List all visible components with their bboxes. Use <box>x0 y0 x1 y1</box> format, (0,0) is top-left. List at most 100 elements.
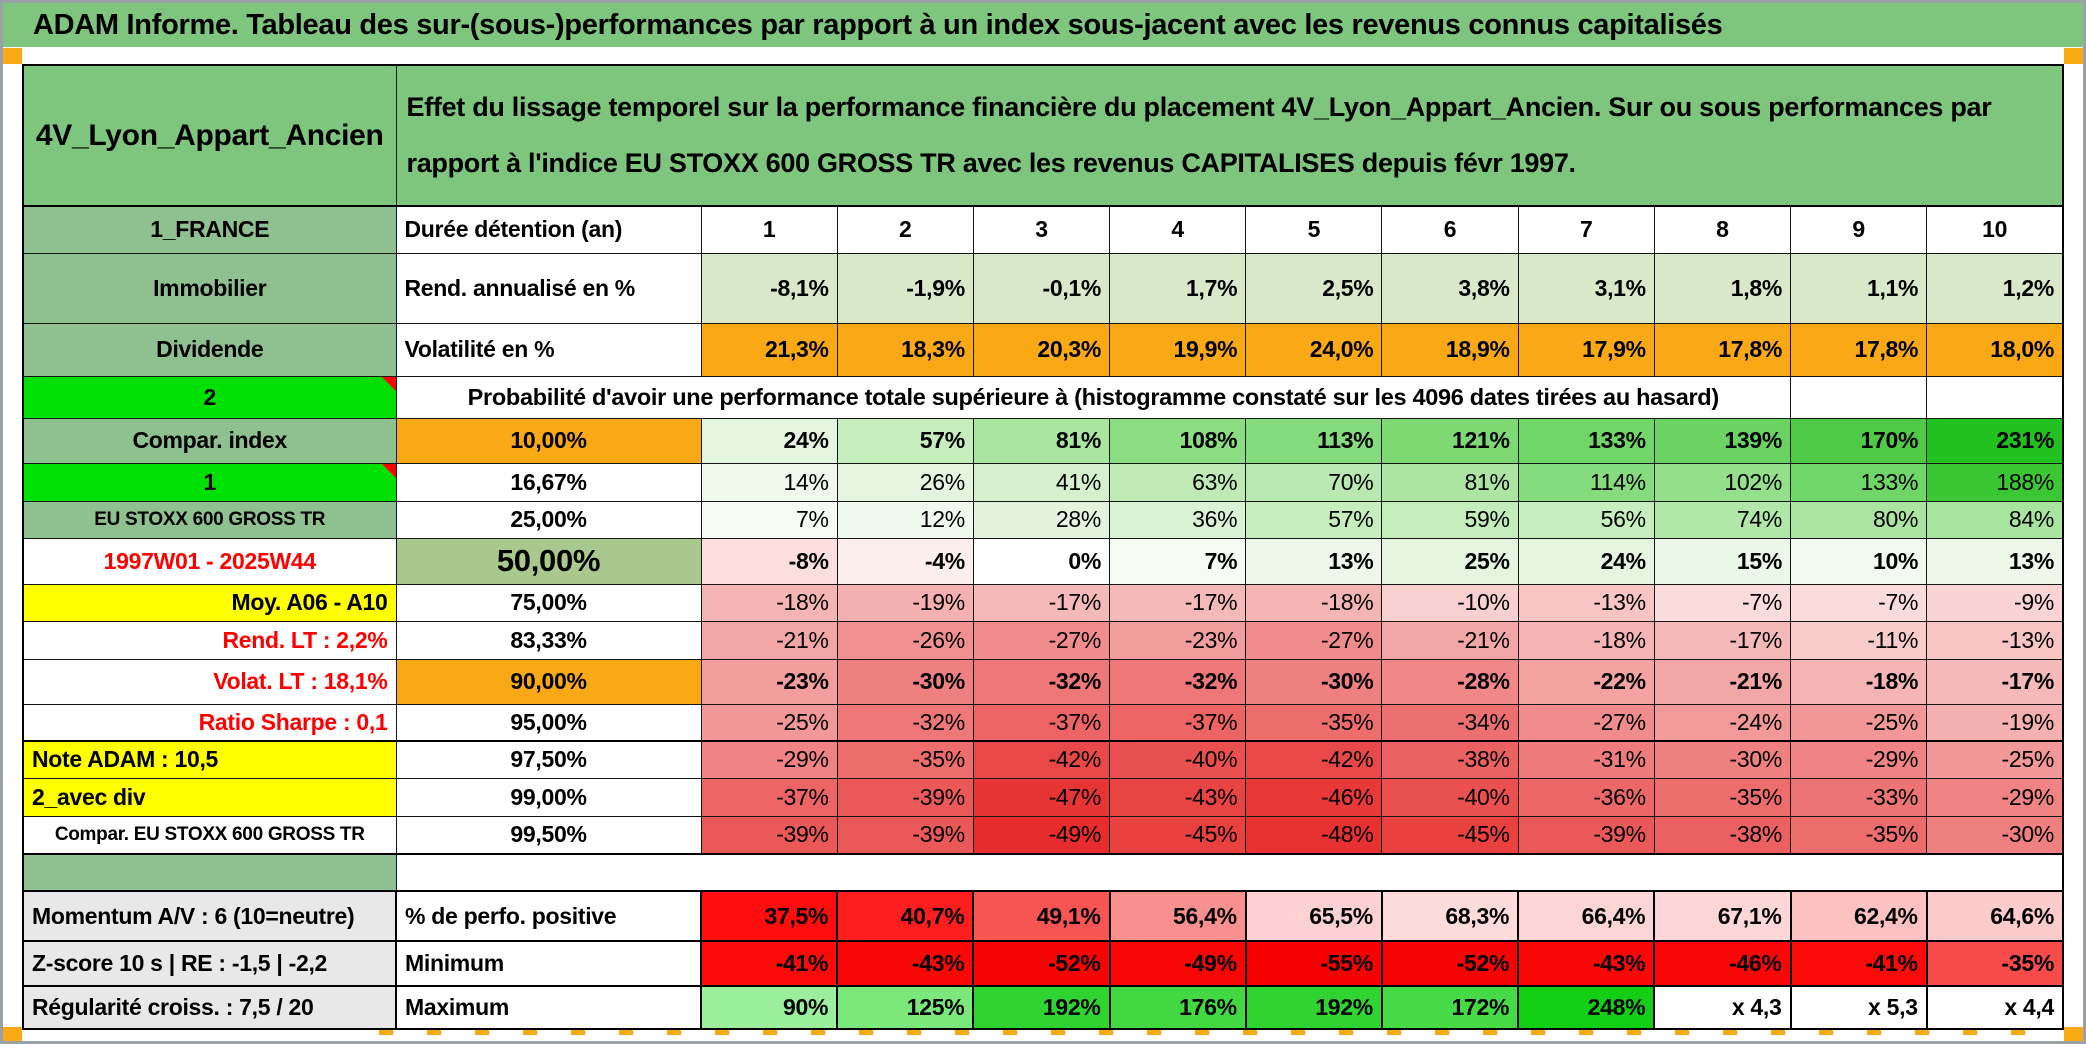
data-cell[interactable]: 21,3% <box>700 322 838 377</box>
data-cell[interactable]: 6 <box>1381 205 1519 254</box>
data-cell[interactable]: -7% <box>1789 583 1928 622</box>
data-cell[interactable]: 20,3% <box>972 322 1111 377</box>
data-cell[interactable]: 1,8% <box>1653 252 1792 324</box>
spacer-cell[interactable] <box>396 854 2063 891</box>
data-cell[interactable]: 2,5% <box>1245 252 1383 324</box>
data-cell[interactable]: 172% <box>1380 985 1520 1030</box>
row-label-cell[interactable]: 1 <box>22 462 397 502</box>
data-cell[interactable]: -28% <box>1381 658 1519 705</box>
data-cell[interactable]: -37% <box>1109 703 1247 742</box>
row-label-cell[interactable]: Momentum A/V : 6 (10=neutre) <box>22 890 397 942</box>
data-cell[interactable]: 65,5% <box>1244 890 1383 942</box>
data-cell[interactable]: -52% <box>1380 940 1520 987</box>
data-cell[interactable]: -29% <box>1926 777 2064 817</box>
data-cell[interactable]: 40,7% <box>836 890 975 942</box>
data-cell[interactable]: -40% <box>1109 740 1247 779</box>
data-cell[interactable]: -13% <box>1926 620 2064 660</box>
metric-label-cell[interactable]: 10,00% <box>395 417 702 464</box>
data-cell[interactable]: 57% <box>836 417 974 464</box>
row-label-cell[interactable]: Compar. index <box>22 417 397 464</box>
data-cell[interactable]: 10 <box>1926 205 2064 254</box>
data-cell[interactable]: 9 <box>1789 205 1928 254</box>
data-cell[interactable]: -19% <box>836 583 974 622</box>
data-cell[interactable]: x 4,3 <box>1653 985 1792 1030</box>
metric-label-cell[interactable]: 25,00% <box>395 500 702 539</box>
data-cell[interactable]: -34% <box>1381 703 1519 742</box>
row-label-cell[interactable]: Note ADAM : 10,5 <box>22 740 397 779</box>
data-cell[interactable]: -30% <box>1653 740 1792 779</box>
metric-label-cell[interactable]: Minimum <box>395 940 702 987</box>
data-cell[interactable]: 2 <box>836 205 974 254</box>
data-cell[interactable]: -24% <box>1653 703 1792 742</box>
data-cell[interactable]: -43% <box>836 940 975 987</box>
data-cell[interactable]: 114% <box>1517 462 1655 502</box>
data-cell[interactable]: 1,7% <box>1109 252 1247 324</box>
data-cell[interactable]: -23% <box>1109 620 1247 660</box>
data-cell[interactable]: 7% <box>700 500 838 539</box>
data-cell[interactable]: 67,1% <box>1653 890 1792 942</box>
data-cell[interactable]: -45% <box>1109 815 1247 855</box>
data-cell[interactable]: -41% <box>699 940 839 987</box>
data-cell[interactable]: 18,0% <box>1926 322 2064 377</box>
data-cell[interactable]: 56,4% <box>1108 890 1247 942</box>
data-cell[interactable]: 13% <box>1245 537 1383 585</box>
data-cell[interactable]: 63% <box>1109 462 1247 502</box>
data-cell[interactable]: -47% <box>972 777 1111 817</box>
spacer-label-cell[interactable] <box>22 853 397 892</box>
data-cell[interactable]: -27% <box>1245 620 1383 660</box>
data-cell[interactable]: -9% <box>1926 583 2064 622</box>
data-cell[interactable]: 125% <box>836 985 975 1030</box>
metric-label-cell[interactable]: 97,50% <box>395 740 702 779</box>
metric-label-cell[interactable]: 75,00% <box>395 583 702 622</box>
asset-name-cell[interactable]: 4V_Lyon_Appart_Ancien <box>22 64 397 207</box>
data-cell[interactable]: -48% <box>1245 815 1383 855</box>
data-cell[interactable]: 37,5% <box>699 890 839 942</box>
data-cell[interactable]: 74% <box>1653 500 1792 539</box>
data-cell[interactable]: 7% <box>1109 537 1247 585</box>
data-cell[interactable]: -17% <box>1109 583 1247 622</box>
metric-label-cell[interactable]: 90,00% <box>395 658 702 705</box>
data-cell[interactable]: -19% <box>1926 703 2064 742</box>
metric-label-cell[interactable]: Maximum <box>395 985 702 1030</box>
data-cell[interactable]: 41% <box>972 462 1111 502</box>
data-cell[interactable]: 64,6% <box>1925 890 2065 942</box>
data-cell[interactable]: 192% <box>1244 985 1383 1030</box>
data-cell[interactable]: 0% <box>972 537 1111 585</box>
data-cell[interactable]: 248% <box>1517 985 1656 1030</box>
empty-cell[interactable] <box>1789 375 1928 419</box>
data-cell[interactable]: 84% <box>1926 500 2064 539</box>
data-cell[interactable]: 56% <box>1517 500 1655 539</box>
data-cell[interactable]: 8 <box>1653 205 1792 254</box>
metric-label-cell[interactable]: Volatilité en % <box>395 322 702 377</box>
data-cell[interactable]: 139% <box>1653 417 1792 464</box>
data-cell[interactable]: 17,8% <box>1789 322 1928 377</box>
data-cell[interactable]: -17% <box>972 583 1111 622</box>
data-cell[interactable]: -25% <box>700 703 838 742</box>
data-cell[interactable]: 7 <box>1517 205 1655 254</box>
data-cell[interactable]: 19,9% <box>1109 322 1247 377</box>
data-cell[interactable]: -32% <box>972 658 1111 705</box>
data-cell[interactable]: -31% <box>1517 740 1655 779</box>
data-cell[interactable]: -42% <box>972 740 1111 779</box>
data-cell[interactable]: -30% <box>1245 658 1383 705</box>
data-cell[interactable]: -0,1% <box>972 252 1111 324</box>
row-label-cell[interactable]: Moy. A06 - A10 <box>22 583 397 622</box>
data-cell[interactable]: 14% <box>700 462 838 502</box>
data-cell[interactable]: -35% <box>1245 703 1383 742</box>
data-cell[interactable]: 17,8% <box>1653 322 1792 377</box>
data-cell[interactable]: -33% <box>1789 777 1928 817</box>
data-cell[interactable]: 17,9% <box>1517 322 1655 377</box>
data-cell[interactable]: -17% <box>1926 658 2064 705</box>
data-cell[interactable]: 24,0% <box>1245 322 1383 377</box>
data-cell[interactable]: 25% <box>1381 537 1519 585</box>
data-cell[interactable]: -35% <box>1925 940 2065 987</box>
data-cell[interactable]: -10% <box>1381 583 1519 622</box>
data-cell[interactable]: -38% <box>1653 815 1792 855</box>
data-cell[interactable]: 1,2% <box>1926 252 2064 324</box>
data-cell[interactable]: -35% <box>1653 777 1792 817</box>
metric-label-cell[interactable]: 99,00% <box>395 777 702 817</box>
data-cell[interactable]: 81% <box>1381 462 1519 502</box>
data-cell[interactable]: -29% <box>700 740 838 779</box>
data-cell[interactable]: 28% <box>972 500 1111 539</box>
data-cell[interactable]: -32% <box>1109 658 1247 705</box>
